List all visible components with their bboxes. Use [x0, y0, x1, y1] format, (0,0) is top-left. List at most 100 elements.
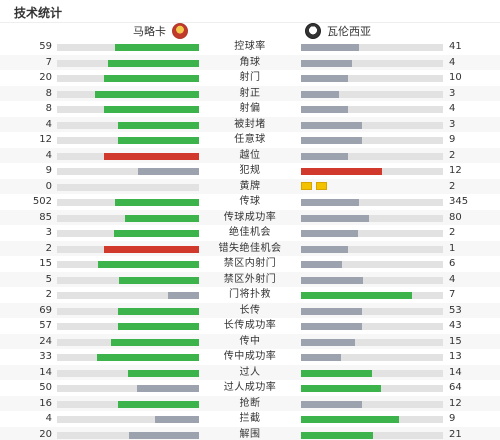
- home-stat-bar: [57, 152, 199, 160]
- home-stat-bar-fill: [104, 245, 199, 253]
- away-stat-bar-fill: [301, 121, 362, 129]
- stat-label: 控球率: [234, 41, 266, 52]
- away-stat-value: 4: [449, 56, 456, 68]
- away-stat-bar-fill: [301, 431, 373, 439]
- home-stat-bar: [57, 59, 199, 67]
- away-stat-bar-fill: [301, 199, 359, 206]
- stat-label: 黄牌: [239, 180, 261, 192]
- stat-row: 59 控球率 41: [0, 39, 500, 55]
- home-stat-bar: [57, 323, 199, 330]
- stat-label: 拦截: [239, 413, 261, 424]
- stat-label: 长传: [239, 304, 261, 316]
- home-stat-value: 8: [45, 87, 52, 99]
- away-stat-bar: [301, 106, 443, 113]
- stat-row: 3 绝佳机会 2: [0, 225, 500, 241]
- stat-row: 2 门将扑救 7: [0, 287, 500, 303]
- stat-row: 33 传中成功率 13: [0, 349, 500, 365]
- home-stat-value: 2: [45, 289, 52, 300]
- home-stat-bar-fill: [95, 90, 199, 98]
- away-stat-value: 3: [449, 87, 456, 99]
- yellow-card-icon: [301, 181, 312, 190]
- home-stat-value: 24: [39, 335, 52, 347]
- away-stat-value: 21: [449, 428, 462, 440]
- away-stat-value: 10: [449, 72, 462, 83]
- away-stat-bar: [301, 230, 443, 237]
- home-stat-bar: [57, 307, 199, 315]
- away-stat-value: 2: [449, 227, 456, 238]
- away-stat-value: 53: [449, 304, 462, 316]
- home-stat-value: 15: [39, 258, 52, 269]
- stat-label: 过人成功率: [223, 382, 277, 393]
- away-stat-bar-fill: [301, 400, 362, 408]
- home-stat-bar: [57, 338, 199, 346]
- home-stat-bar: [57, 137, 199, 144]
- home-stat-bar-fill: [97, 354, 199, 361]
- home-stat-bar-fill: [115, 44, 199, 51]
- stat-label: 被封堵: [234, 118, 266, 130]
- home-stat-bar-fill: [118, 121, 199, 129]
- home-stat-bar-fill: [114, 230, 199, 237]
- home-stat-bar: [57, 292, 199, 299]
- stat-row: 15 禁区内射门 6: [0, 256, 500, 272]
- away-stat-bar-fill: [301, 152, 348, 160]
- stat-label: 越位: [239, 149, 261, 161]
- away-stat-value: 6: [449, 258, 456, 269]
- away-stat-bar: [301, 214, 443, 222]
- home-stat-bar: [57, 369, 199, 377]
- stat-row: 8 射偏 4: [0, 101, 500, 117]
- away-team-badge-icon: [305, 23, 321, 39]
- away-team-header: 瓦伦西亚: [305, 23, 371, 39]
- away-stat-bar: [301, 137, 443, 144]
- away-stat-bar: [301, 44, 443, 51]
- home-stat-bar: [57, 276, 199, 284]
- home-stat-bar-fill: [104, 152, 199, 160]
- away-stat-bar: [301, 323, 443, 330]
- stat-row: 20 射门 10: [0, 70, 500, 86]
- stat-row: 20 解围 21: [0, 426, 500, 440]
- away-stat-bar: [301, 121, 443, 129]
- home-stat-value: 16: [39, 397, 52, 409]
- stat-row: 0 黄牌 2: [0, 178, 500, 194]
- stat-row: 7 角球 4: [0, 54, 500, 70]
- home-stat-value: 4: [45, 413, 52, 424]
- home-stat-bar-fill: [111, 338, 199, 346]
- yellow-card-icon: [316, 181, 327, 190]
- stat-label: 射门: [239, 72, 261, 83]
- away-stat-bar-fill: [301, 292, 412, 299]
- stat-label: 绝佳机会: [229, 227, 271, 238]
- away-stat-bar: [301, 292, 443, 299]
- home-stat-bar: [57, 183, 199, 191]
- away-stat-bar: [301, 385, 443, 392]
- away-stat-value: 7: [449, 289, 456, 300]
- away-stat-bar-fill: [301, 276, 363, 284]
- home-stat-value: 20: [39, 72, 52, 83]
- home-stat-bar: [57, 106, 199, 113]
- home-team-header: 马略卡: [133, 23, 188, 39]
- stat-label: 门将扑救: [229, 289, 271, 300]
- home-stat-bar-fill: [104, 106, 199, 113]
- stat-label: 禁区内射门: [223, 258, 277, 269]
- stat-label: 射正: [239, 87, 261, 99]
- away-stat-bar: [301, 416, 443, 423]
- home-stat-value: 7: [45, 56, 52, 68]
- stats-table: 59 控球率 41 7 角球 4 20 射门 10 8 射正 3 8 射偏 4 4 被封堵 3 12 任意球 9 4 越位 2…: [0, 39, 500, 440]
- stat-label: 禁区外射门: [223, 273, 277, 285]
- stat-row: 14 过人 14: [0, 364, 500, 380]
- home-stat-bar: [57, 168, 199, 175]
- stat-label: 错失绝佳机会: [218, 242, 282, 254]
- home-stat-value: 502: [32, 196, 52, 207]
- stat-row: 12 任意球 9: [0, 132, 500, 148]
- stat-label: 任意球: [234, 134, 266, 145]
- home-stat-value: 69: [39, 304, 52, 316]
- stat-label: 传球: [239, 196, 261, 207]
- stat-row: 4 越位 2: [0, 147, 500, 163]
- stat-label: 解围: [239, 428, 261, 440]
- home-stat-value: 4: [45, 149, 52, 161]
- home-stat-bar: [57, 261, 199, 268]
- stat-row: 9 犯规 12: [0, 163, 500, 179]
- stat-row: 69 长传 53: [0, 302, 500, 318]
- away-stat-bar-fill: [301, 261, 342, 268]
- stat-row: 57 长传成功率 43: [0, 318, 500, 334]
- away-stat-value: 14: [449, 366, 462, 378]
- away-stat-bar-fill: [301, 369, 372, 377]
